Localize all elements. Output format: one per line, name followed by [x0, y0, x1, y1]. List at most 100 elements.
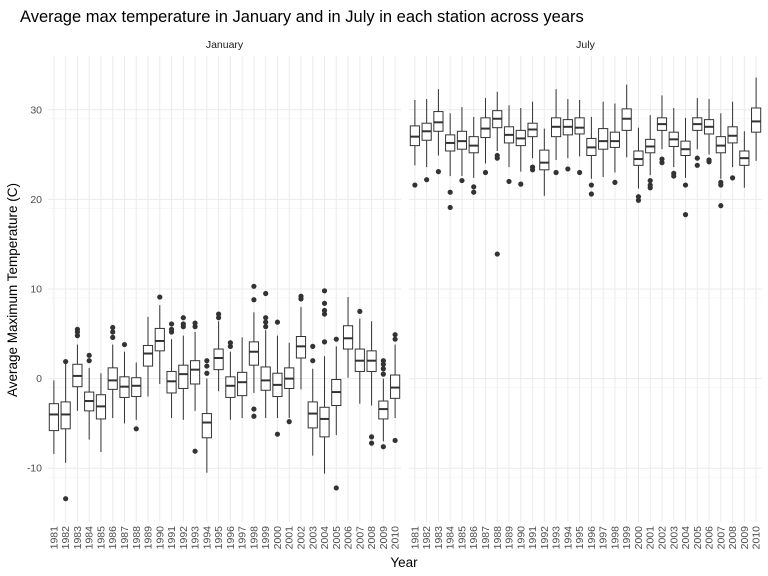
box-july-1985: [456, 107, 468, 184]
box-july-2006: [703, 99, 715, 165]
box-july-1981: [409, 99, 420, 188]
x-tick-label: 1983: [72, 526, 84, 550]
outlier-point: [424, 177, 430, 183]
outlier-point: [263, 315, 269, 321]
box-january-1993: [189, 320, 201, 454]
outlier-point: [392, 437, 398, 444]
box-january-2002: [295, 293, 307, 390]
outlier-point: [380, 361, 386, 367]
box-july-1998: [609, 103, 621, 185]
box-january-1981: [48, 380, 59, 454]
box-body: [189, 360, 201, 385]
x-tick-label: 1982: [60, 526, 72, 550]
outlier-point: [494, 155, 500, 161]
outlier-point: [133, 426, 139, 432]
x-tick-label: 1993: [551, 526, 563, 550]
outlier-point: [310, 343, 316, 349]
box-body: [539, 149, 550, 171]
outlier-point: [380, 358, 386, 364]
x-tick-label: 1996: [586, 526, 598, 550]
x-tick-label: 1987: [119, 526, 131, 550]
box-january-1998: [248, 283, 260, 419]
outlier-point: [435, 169, 442, 175]
outlier-point: [274, 319, 281, 325]
x-tick-label: 1989: [504, 526, 516, 550]
outlier-point: [180, 315, 186, 321]
x-tick-label: 1991: [527, 526, 539, 550]
x-tick-label: 1992: [539, 526, 551, 550]
x-tick-label: 1995: [213, 526, 225, 550]
box-january-1987: [119, 341, 130, 424]
outlier-point: [412, 182, 418, 188]
x-tick-label: 2009: [378, 526, 390, 550]
outlier-point: [263, 324, 269, 330]
box-january-1984: [84, 352, 95, 440]
box-january-1985: [95, 373, 107, 453]
box-body: [48, 403, 59, 432]
x-tick-label: 1989: [143, 526, 155, 550]
outlier-point: [494, 251, 500, 257]
outlier-point: [216, 315, 222, 321]
box-body: [178, 364, 189, 389]
y-tick-label: -10: [27, 463, 42, 475]
box-body: [319, 406, 330, 438]
outlier-point: [274, 431, 281, 437]
box-january-1988: [131, 362, 142, 432]
x-tick-label: 1985: [95, 526, 107, 550]
outlier-point: [110, 334, 116, 340]
x-tick-label: 2007: [354, 526, 366, 550]
box-january-2003: [307, 343, 318, 456]
box-body: [107, 367, 118, 390]
x-tick-label: 1994: [201, 526, 213, 550]
outlier-point: [729, 175, 736, 181]
x-tick-label: 2001: [645, 526, 657, 550]
outlier-point: [251, 406, 257, 412]
facet-label: July: [576, 39, 595, 51]
box-january-1992: [178, 315, 189, 420]
outlier-point: [63, 358, 69, 365]
x-tick-label: 1995: [574, 526, 586, 550]
box-july-1988: [492, 91, 503, 257]
box-body: [225, 376, 236, 398]
y-tick-label: 10: [30, 284, 42, 296]
x-tick-label: 1981: [409, 526, 421, 550]
outlier-point: [168, 326, 175, 332]
x-tick-label: 1994: [562, 526, 574, 550]
x-tick-label: 1998: [609, 526, 621, 550]
outlier-point: [251, 283, 257, 289]
box-january-1983: [72, 326, 83, 411]
outlier-point: [110, 329, 116, 335]
x-tick-label: 1982: [421, 526, 433, 550]
facet-label: January: [206, 39, 244, 51]
box-july-1995: [574, 99, 585, 176]
box-july-1990: [515, 107, 526, 187]
outlier-point: [380, 371, 386, 377]
outlier-point: [368, 434, 375, 440]
box-body: [307, 401, 318, 429]
outlier-point: [86, 358, 92, 364]
x-tick-label: 1988: [131, 526, 143, 550]
outlier-point: [553, 169, 559, 176]
box-body: [609, 131, 621, 148]
x-tick-label: 2004: [319, 526, 331, 550]
outlier-point: [718, 203, 724, 209]
box-body: [213, 348, 224, 371]
x-tick-label: 2010: [751, 526, 763, 550]
x-tick-label: 1988: [492, 526, 504, 550]
x-tick-label: 1998: [248, 526, 260, 550]
outlier-point: [682, 212, 689, 218]
box-july-2003: [668, 107, 679, 179]
outlier-point: [392, 332, 398, 338]
x-tick-label: 2003: [668, 526, 680, 550]
box-january-2001: [284, 342, 295, 425]
outlier-point: [357, 308, 363, 315]
outlier-point: [333, 485, 339, 491]
y-tick-label: 0: [36, 373, 42, 385]
outlier-point: [506, 178, 512, 185]
box-january-2006: [342, 297, 354, 378]
outlier-point: [392, 336, 398, 342]
outlier-point: [671, 173, 677, 179]
outlier-point: [74, 326, 81, 332]
box-january-1999: [260, 290, 271, 419]
outlier-point: [482, 169, 489, 176]
